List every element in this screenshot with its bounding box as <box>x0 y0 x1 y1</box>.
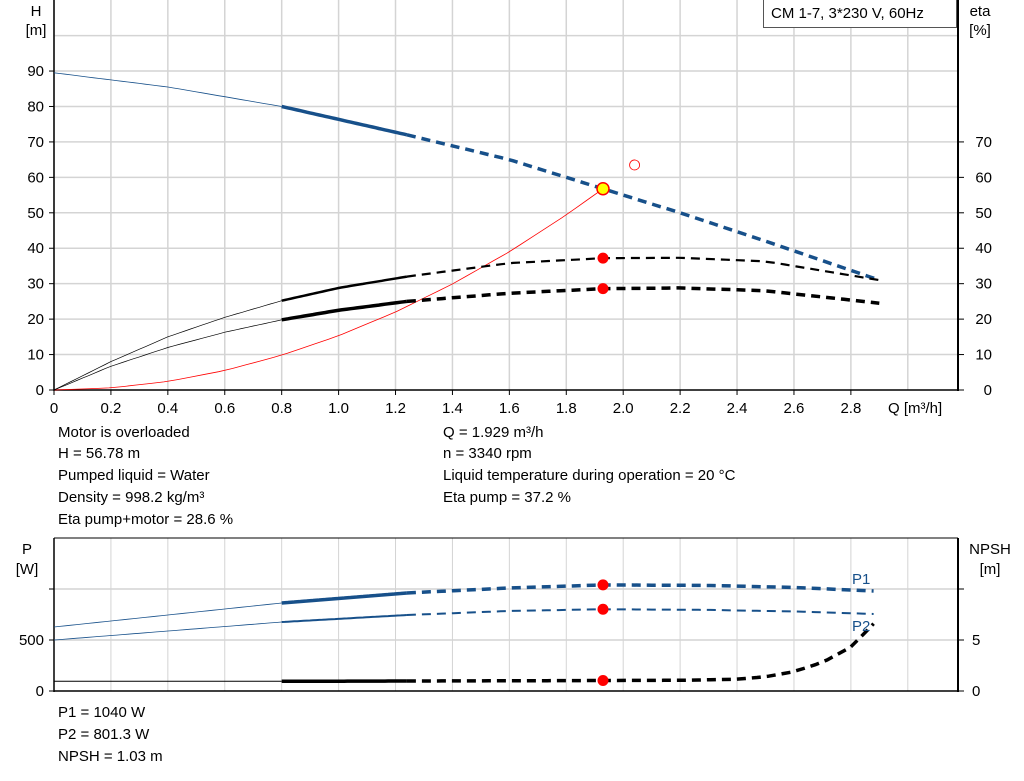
npsh-curve-dashed <box>406 622 875 683</box>
p1-curve-thin <box>53 602 282 628</box>
eta-total-curve-thin <box>53 319 282 391</box>
eta-pump-curve-dashed <box>406 256 880 282</box>
p-axis-label: P <box>22 541 32 558</box>
y-tick-label: 10 <box>27 347 44 364</box>
y2-tick-label: 20 <box>975 311 992 328</box>
y-axis-unit: [m] <box>26 22 47 39</box>
y-tick-label: 80 <box>27 98 44 115</box>
info-speed: n = 3340 rpm <box>443 445 532 462</box>
y-axis-label: H <box>31 3 42 20</box>
info-temperature: Liquid temperature during operation = 20… <box>443 467 736 484</box>
y-tick-label: 40 <box>27 240 44 257</box>
x-tick-label: 0.6 <box>214 400 235 417</box>
p-tick-label: 0 <box>36 683 44 700</box>
eta-total-duty-point <box>597 283 609 295</box>
y-tick-label: 0 <box>36 382 44 399</box>
npsh-tick-label: 5 <box>972 632 980 649</box>
eta-pump-curve-thin <box>53 300 282 391</box>
x-tick-label: 0 <box>50 400 58 417</box>
x-tick-label: 2.4 <box>727 400 748 417</box>
eta-pump-curve-solid <box>281 275 408 302</box>
y2-axis-unit: [%] <box>969 22 991 39</box>
y2-tick-label: 0 <box>984 382 992 399</box>
y2-tick-label: 40 <box>975 240 992 257</box>
p2-duty-point <box>597 603 609 615</box>
info-p1: P1 = 1040 W <box>58 704 146 721</box>
x-tick-label: 1.4 <box>442 400 463 417</box>
x-tick-label: 0.8 <box>271 400 292 417</box>
info-eta-total: Eta pump+motor = 28.6 % <box>58 511 234 528</box>
p2-curve-thin <box>53 621 282 641</box>
y-tick-label: 50 <box>27 205 44 222</box>
x-tick-label: 0.2 <box>100 400 121 417</box>
x-tick-label: 2.6 <box>784 400 805 417</box>
y-tick-label: 30 <box>27 276 44 293</box>
x-tick-label: 2.2 <box>670 400 691 417</box>
p2-label: P2 <box>852 618 870 635</box>
info-head: H = 56.78 m <box>58 445 141 462</box>
eta-total-curve-dashed <box>406 286 880 305</box>
info-flow: Q = 1.929 m³/h <box>443 424 544 441</box>
info-liquid: Pumped liquid = Water <box>58 467 210 484</box>
npsh-axis-label: NPSH <box>969 541 1011 558</box>
x-axis-label: Q [m³/h] <box>888 400 942 417</box>
eta-pump-duty-point <box>597 252 609 264</box>
y2-axis-label: eta <box>970 3 992 20</box>
npsh-tick-label: 0 <box>972 683 980 700</box>
head-curve-dashed <box>406 133 880 282</box>
x-tick-label: 1.6 <box>499 400 520 417</box>
x-tick-label: 1.2 <box>385 400 406 417</box>
npsh-duty-point <box>597 674 609 686</box>
y-tick-label: 70 <box>27 134 44 151</box>
y2-tick-label: 10 <box>975 347 992 364</box>
info-motor-status: Motor is overloaded <box>58 424 190 441</box>
pump-legend: CM 1-7, 3*230 V, 60Hz <box>763 0 957 28</box>
head-curve-thin <box>53 72 282 107</box>
y2-tick-label: 70 <box>975 134 992 151</box>
p2-curve-solid <box>281 614 407 623</box>
eta-total-curve-solid <box>281 299 408 322</box>
y2-tick-label: 30 <box>975 276 992 293</box>
p1-label: P1 <box>852 571 870 588</box>
head-duty-point <box>596 182 610 196</box>
p1-curve-solid <box>281 591 408 605</box>
y2-tick-label: 50 <box>975 205 992 222</box>
y2-tick-label: 60 <box>975 169 992 186</box>
info-eta-pump: Eta pump = 37.2 % <box>443 489 571 506</box>
x-tick-label: 1.8 <box>556 400 577 417</box>
y-tick-label: 90 <box>27 63 44 80</box>
p-axis-unit: [W] <box>16 561 39 578</box>
p1-curve-dashed <box>406 583 874 595</box>
x-tick-label: 2.8 <box>840 400 861 417</box>
npsh-axis-unit: [m] <box>980 561 1001 578</box>
head-curve-solid <box>281 104 408 137</box>
x-tick-label: 1.0 <box>328 400 349 417</box>
system-curve <box>53 188 604 391</box>
info-density: Density = 998.2 kg/m³ <box>58 489 205 506</box>
p2-curve-dashed <box>406 608 874 616</box>
p-tick-label: 500 <box>19 632 44 649</box>
info-npsh: NPSH = 1.03 m <box>58 748 163 765</box>
p1-duty-point <box>597 579 609 591</box>
open-marker <box>629 159 640 171</box>
y-tick-label: 60 <box>27 169 44 186</box>
x-tick-label: 2.0 <box>613 400 634 417</box>
x-tick-label: 0.4 <box>157 400 178 417</box>
y-tick-label: 20 <box>27 311 44 328</box>
info-p2: P2 = 801.3 W <box>58 726 150 743</box>
